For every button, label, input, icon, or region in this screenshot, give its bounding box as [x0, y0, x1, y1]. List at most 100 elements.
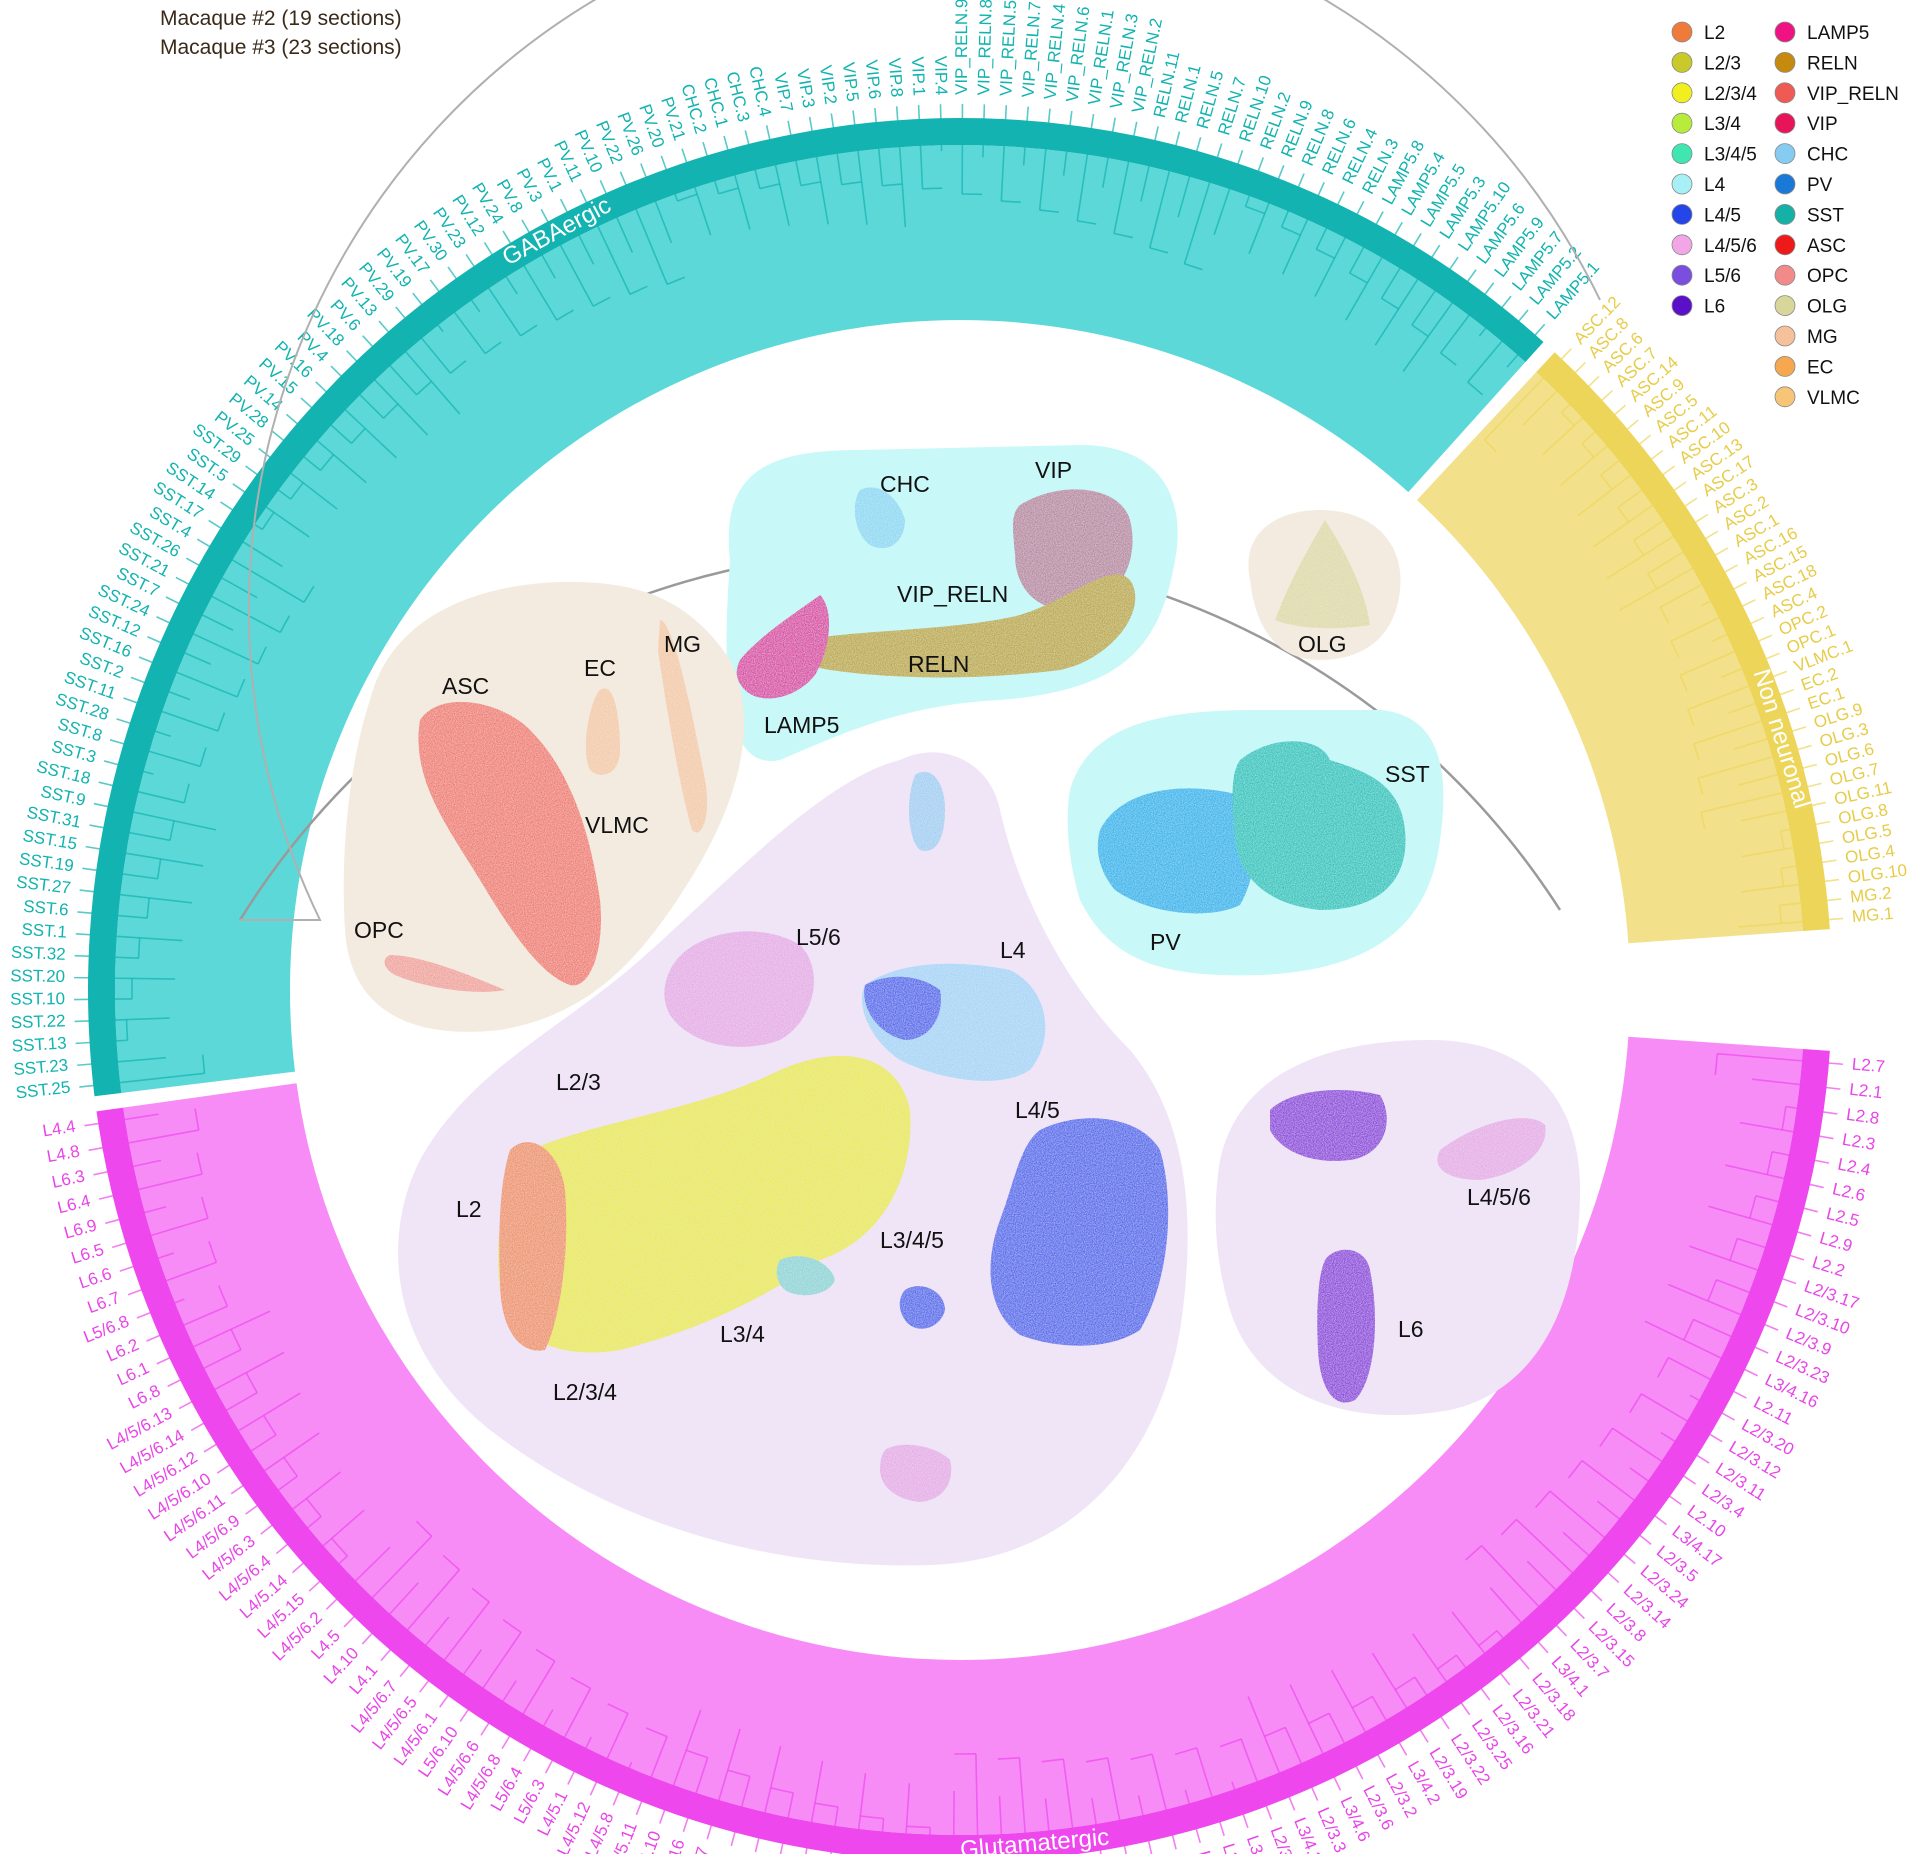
leaf-label: L2.8 [1845, 1105, 1880, 1128]
legend-swatch [1672, 144, 1692, 164]
legend-label: ASC [1807, 236, 1846, 257]
sample-line: Macaque #3 (23 sections) [160, 33, 402, 62]
legend-swatch [1775, 22, 1795, 42]
legend-swatch [1672, 83, 1692, 103]
label-chc: CHC [880, 471, 930, 497]
legend-swatch [1775, 265, 1795, 285]
legend-label: L3/4/5 [1704, 145, 1757, 166]
leaf-label: VIP.2 [816, 64, 841, 106]
legend-swatch [1672, 296, 1692, 316]
leaf-label: L2.6 [1831, 1179, 1867, 1205]
label-l2-3: L2/3 [556, 1069, 601, 1095]
legend-label: VIP_RELN [1807, 84, 1899, 105]
label-vlmc: VLMC [585, 812, 649, 838]
leaf-label: L4.4 [41, 1117, 77, 1141]
legend-swatch [1672, 204, 1692, 224]
label-reln: RELN [908, 651, 969, 677]
legend-swatch [1775, 235, 1795, 255]
legend-swatch [1775, 296, 1795, 316]
leaf-label: L6.5 [69, 1240, 106, 1268]
leaf-label: VIP.3 [793, 67, 818, 109]
leaf-label: SST.13 [11, 1033, 67, 1055]
legend-label: VIP [1807, 114, 1838, 135]
legend-label: L2/3 [1704, 53, 1741, 74]
label-l2-3-4: L2/3/4 [553, 1379, 617, 1405]
legend-label: L4/5/6 [1704, 236, 1757, 257]
legend-swatch [1672, 265, 1692, 285]
legend-label: OPC [1807, 266, 1848, 287]
legend-label: LAMP5 [1807, 23, 1869, 44]
leaf-label: L6.4 [56, 1191, 93, 1217]
label-vip: VIP [1035, 457, 1072, 483]
leaf-label: L6.9 [62, 1216, 99, 1243]
legend-label: CHC [1807, 145, 1848, 166]
cloud-chc-small [909, 772, 945, 851]
leaf-label: VIP.5 [839, 61, 863, 102]
label-lamp5: LAMP5 [764, 712, 839, 738]
leaf-label: VIP_RELN.5 [996, 0, 1020, 97]
sample-line: Macaque #2 (19 sections) [160, 4, 402, 33]
label-l4-5: L4/5 [1015, 1097, 1060, 1123]
leaf-label: VIP_RELN.9 [952, 0, 971, 95]
legend-label: PV [1807, 175, 1833, 196]
leaf-label: SST.32 [11, 943, 67, 964]
legend-swatch [1672, 52, 1692, 72]
legend-label: SST [1807, 205, 1844, 226]
legend: L2L2/3L2/3/4L3/4L3/4/5L4L4/5L4/5/6L5/6L6… [1672, 22, 1899, 409]
leaf-label: VIP_RELN.8 [974, 0, 996, 96]
legend-label: L3/4 [1704, 114, 1741, 135]
leaf-label: VIP.1 [908, 56, 929, 96]
legend-swatch [1672, 235, 1692, 255]
leaf-label: L6.3 [50, 1166, 86, 1191]
label-l3-4: L3/4 [720, 1321, 765, 1347]
label-opc: OPC [354, 917, 404, 943]
legend-swatch [1672, 22, 1692, 42]
leaf-label: L4.8 [45, 1142, 81, 1167]
branch-join [139, 938, 140, 958]
leaf-label: SST.27 [15, 872, 72, 897]
region-l4-5-6-l6 [1216, 1040, 1580, 1415]
legend-swatch [1672, 174, 1692, 194]
leaf-label: SST.19 [18, 849, 75, 875]
leaf-label: VIP_RELN.7 [1018, 1, 1044, 99]
legend-swatch [1775, 83, 1795, 103]
cloud-l6 [1317, 1250, 1375, 1403]
leaf-label: SST.25 [15, 1078, 72, 1103]
label-l2: L2 [456, 1196, 482, 1222]
leaf-label: SST.10 [10, 989, 65, 1009]
branch [74, 999, 132, 1000]
leaf-label: MG.2 [1849, 883, 1892, 906]
label-ec: EC [584, 655, 616, 681]
branch [953, 1791, 954, 1854]
leaf-label: SST.22 [10, 1011, 65, 1032]
leaf-label: L2.1 [1848, 1080, 1883, 1103]
legend-swatch [1775, 113, 1795, 133]
leaf-label: L2.5 [1824, 1204, 1861, 1231]
label-l4: L4 [1000, 937, 1026, 963]
leaf-label: L6.7 [85, 1288, 123, 1317]
branch-join [127, 1020, 128, 1041]
legend-label: OLG [1807, 297, 1847, 318]
label-olg: OLG [1298, 631, 1347, 657]
leaf-label: VIP.6 [862, 59, 885, 100]
legend-label: VLMC [1807, 388, 1860, 409]
leaf-label: SST.1 [21, 920, 67, 942]
leaf-label: SST.20 [10, 966, 65, 986]
leaf-label: SST.15 [21, 826, 78, 854]
legend-label: MG [1807, 327, 1838, 348]
legend-label: L4 [1704, 175, 1726, 196]
legend-label: L6 [1704, 297, 1725, 318]
legend-swatch [1775, 52, 1795, 72]
legend-label: L5/6 [1704, 266, 1741, 287]
legend-swatch [1775, 356, 1795, 376]
legend-label: EC [1807, 357, 1833, 378]
legend-label: L2/3/4 [1704, 84, 1757, 105]
label-l3-4-5: L3/4/5 [880, 1227, 944, 1253]
leaf-label: L2.7 [1851, 1055, 1886, 1077]
legend-label: RELN [1807, 53, 1858, 74]
leaf-label: L2.2 [1810, 1253, 1847, 1281]
branch-join [923, 188, 943, 189]
legend-swatch [1775, 204, 1795, 224]
